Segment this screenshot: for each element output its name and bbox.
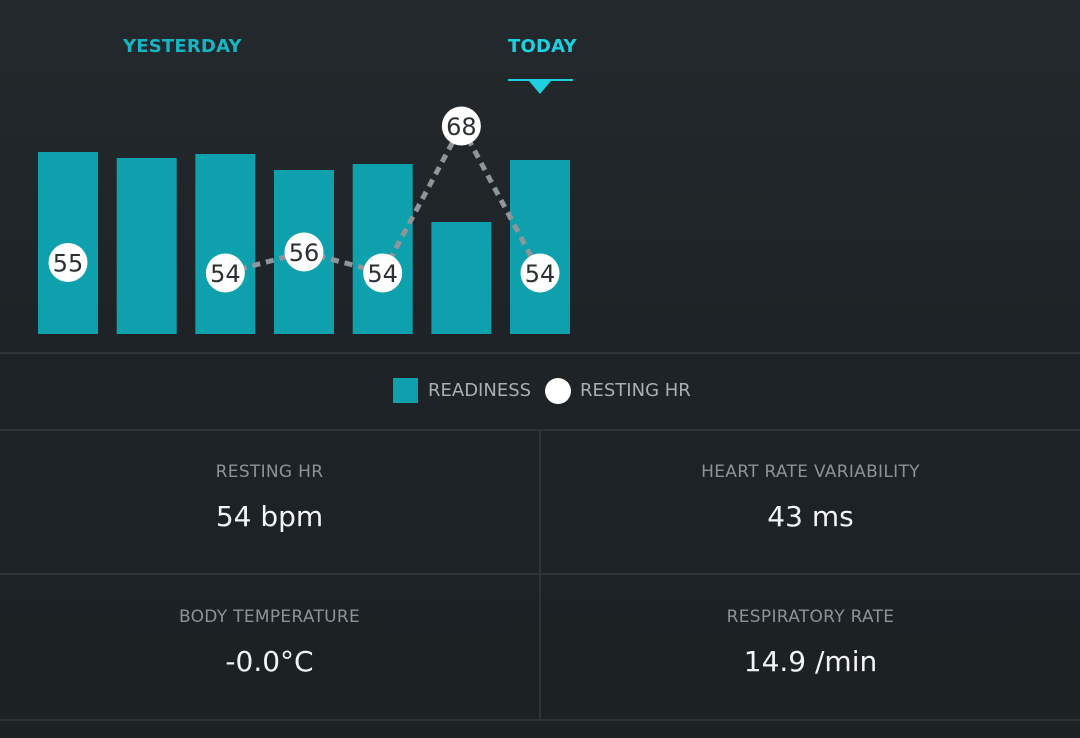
resting-hr-data-label: 54 bbox=[367, 260, 398, 288]
chart-legend: READINESS RESTING HR bbox=[0, 378, 1080, 406]
resting-hr-data-label: 56 bbox=[289, 239, 320, 267]
readiness-chart: 55 54 56 54 68 54 bbox=[38, 106, 570, 334]
metric-value: 43 ms bbox=[767, 500, 854, 533]
readiness-bar bbox=[510, 160, 570, 334]
tab-today-pointer-icon bbox=[529, 81, 551, 94]
legend-readiness-label: READINESS bbox=[428, 380, 532, 401]
readiness-bar bbox=[352, 164, 413, 334]
resting-hr-data-label: 54 bbox=[210, 260, 241, 288]
metrics-grid: RESTING HR 54 bpm HEART RATE VARIABILITY… bbox=[0, 430, 1080, 720]
bottom-divider bbox=[0, 719, 1080, 721]
resting-hr-point bbox=[441, 106, 481, 146]
metric-respiratory-rate[interactable]: RESPIRATORY RATE 14.9 /min bbox=[541, 575, 1080, 719]
resting-hr-legend-swatch bbox=[545, 378, 571, 404]
resting-hr-point bbox=[284, 232, 324, 272]
metric-label: RESTING HR bbox=[215, 462, 324, 482]
metric-value: 54 bpm bbox=[215, 500, 324, 533]
resting-hr-data-label: 68 bbox=[446, 113, 477, 141]
legend-resting-hr-label: RESTING HR bbox=[580, 380, 691, 401]
tab-yesterday[interactable]: YESTERDAY bbox=[123, 36, 242, 57]
grid-vertical-divider bbox=[539, 430, 541, 720]
readiness-bar bbox=[116, 158, 177, 334]
metric-label: HEART RATE VARIABILITY bbox=[701, 462, 920, 482]
resting-hr-data-label: 54 bbox=[525, 260, 556, 288]
metric-label: RESPIRATORY RATE bbox=[726, 607, 895, 627]
resting-hr-point bbox=[205, 253, 245, 293]
metric-value: 14.9 /min bbox=[743, 645, 878, 678]
chart-divider bbox=[0, 352, 1080, 354]
resting-hr-point bbox=[363, 253, 403, 293]
resting-hr-point bbox=[48, 243, 88, 282]
grid-horizontal-divider bbox=[0, 573, 1080, 575]
readiness-legend-swatch bbox=[393, 378, 418, 403]
resting-hr-point bbox=[520, 253, 560, 293]
tab-today-underline bbox=[508, 79, 573, 81]
metric-body-temperature[interactable]: BODY TEMPERATURE -0.0°C bbox=[0, 575, 539, 719]
metric-label: BODY TEMPERATURE bbox=[178, 607, 361, 627]
tab-today[interactable]: TODAY bbox=[508, 36, 577, 57]
readiness-bar bbox=[195, 154, 256, 334]
metric-resting-hr[interactable]: RESTING HR 54 bpm bbox=[0, 430, 539, 574]
readiness-bar bbox=[431, 222, 492, 334]
resting-hr-data-label: 55 bbox=[53, 250, 84, 278]
metric-hrv[interactable]: HEART RATE VARIABILITY 43 ms bbox=[541, 430, 1080, 574]
metric-value: -0.0°C bbox=[225, 645, 314, 678]
